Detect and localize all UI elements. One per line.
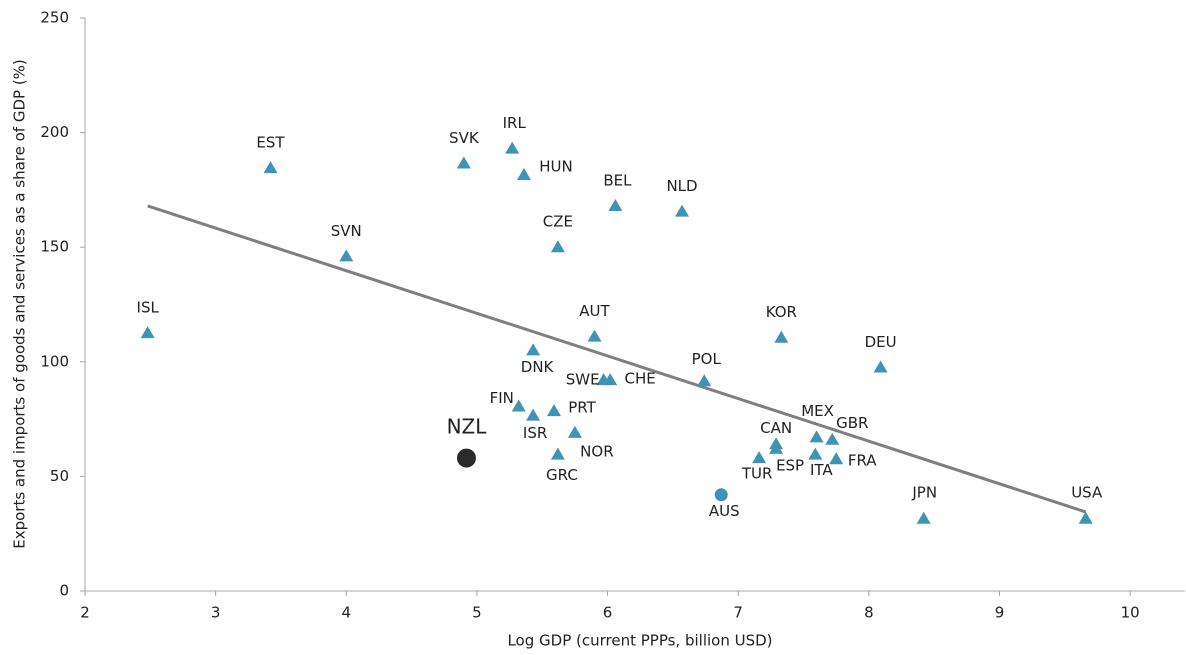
point-label: SVK: [449, 129, 480, 147]
x-tick-label: 5: [472, 604, 482, 622]
point-label: PRT: [568, 399, 596, 417]
point-label: NZL: [447, 415, 488, 439]
point-label: GBR: [836, 414, 868, 432]
point-label: NOR: [580, 442, 613, 460]
data-point: [697, 374, 712, 387]
point-label: HUN: [539, 158, 572, 176]
data-point: [516, 168, 531, 181]
point-label: POL: [692, 350, 722, 368]
data-point: [550, 240, 565, 253]
data-point: [587, 329, 602, 342]
data-point: [1078, 511, 1093, 524]
x-tick-label: 7: [733, 604, 743, 622]
trend-line: [147, 204, 1087, 514]
data-point: [873, 360, 888, 373]
y-tick-label: 250: [40, 9, 69, 27]
point-label: CAN: [760, 419, 792, 437]
data-point: [547, 404, 562, 417]
point-label: TUR: [741, 465, 773, 483]
data-point: [550, 447, 565, 460]
data-point: [511, 399, 526, 412]
point-label: CZE: [543, 213, 573, 231]
y-axis-title: Exports and imports of goods and service…: [11, 59, 29, 549]
point-label: BEL: [603, 171, 632, 189]
point-label: JPN: [911, 483, 937, 501]
data-point: [752, 451, 767, 464]
point-label: SVN: [331, 222, 362, 240]
y-tick-label: 50: [50, 467, 69, 485]
data-point: [263, 161, 278, 174]
data-point: [808, 447, 823, 460]
data-point: [774, 330, 789, 343]
point-label: ESP: [776, 456, 804, 474]
data-point: [916, 511, 931, 524]
data-point: [456, 448, 476, 468]
y-tick-label: 150: [40, 238, 69, 256]
y-tick-label: 100: [40, 352, 69, 370]
point-label: ITA: [810, 461, 833, 479]
point-label: DNK: [521, 358, 555, 376]
point-label: IRL: [503, 114, 527, 132]
x-tick-label: 4: [342, 604, 352, 622]
x-axis-title: Log GDP (current PPPs, billion USD): [507, 632, 772, 650]
data-point: [714, 488, 728, 502]
data-point: [526, 343, 541, 356]
x-tick-label: 10: [1121, 604, 1140, 622]
y-tick-label: 0: [59, 582, 69, 600]
point-label: NLD: [666, 177, 697, 195]
point-label: CHE: [625, 370, 656, 388]
data-point: [140, 326, 155, 339]
y-tick-label: 200: [40, 123, 69, 141]
point-label: DEU: [865, 333, 897, 351]
data-point: [456, 156, 471, 169]
point-label: ISR: [523, 424, 547, 442]
data-point: [825, 432, 840, 445]
data-point: [339, 249, 354, 262]
point-label: MEX: [801, 402, 834, 420]
data-point: [567, 425, 582, 438]
x-tick-label: 9: [995, 604, 1005, 622]
data-point: [608, 198, 623, 211]
data-point: [675, 204, 690, 217]
point-label: FIN: [490, 389, 514, 407]
point-label: AUS: [709, 502, 740, 520]
point-label: GRC: [546, 466, 578, 484]
x-tick-label: 2: [80, 604, 90, 622]
point-label: USA: [1071, 483, 1103, 501]
data-point: [603, 373, 618, 386]
data-point: [769, 441, 784, 454]
point-label: SWE: [566, 371, 600, 389]
data-point: [809, 430, 824, 443]
data-point: [526, 408, 541, 421]
point-label: KOR: [766, 303, 797, 321]
point-label: FRA: [848, 452, 877, 470]
data-point: [829, 452, 844, 465]
x-tick-label: 6: [603, 604, 613, 622]
x-tick-label: 3: [211, 604, 221, 622]
point-label: ISL: [137, 299, 160, 317]
data-point: [505, 141, 520, 154]
point-label: EST: [256, 134, 285, 152]
x-tick-label: 8: [864, 604, 874, 622]
point-label: AUT: [579, 302, 610, 320]
